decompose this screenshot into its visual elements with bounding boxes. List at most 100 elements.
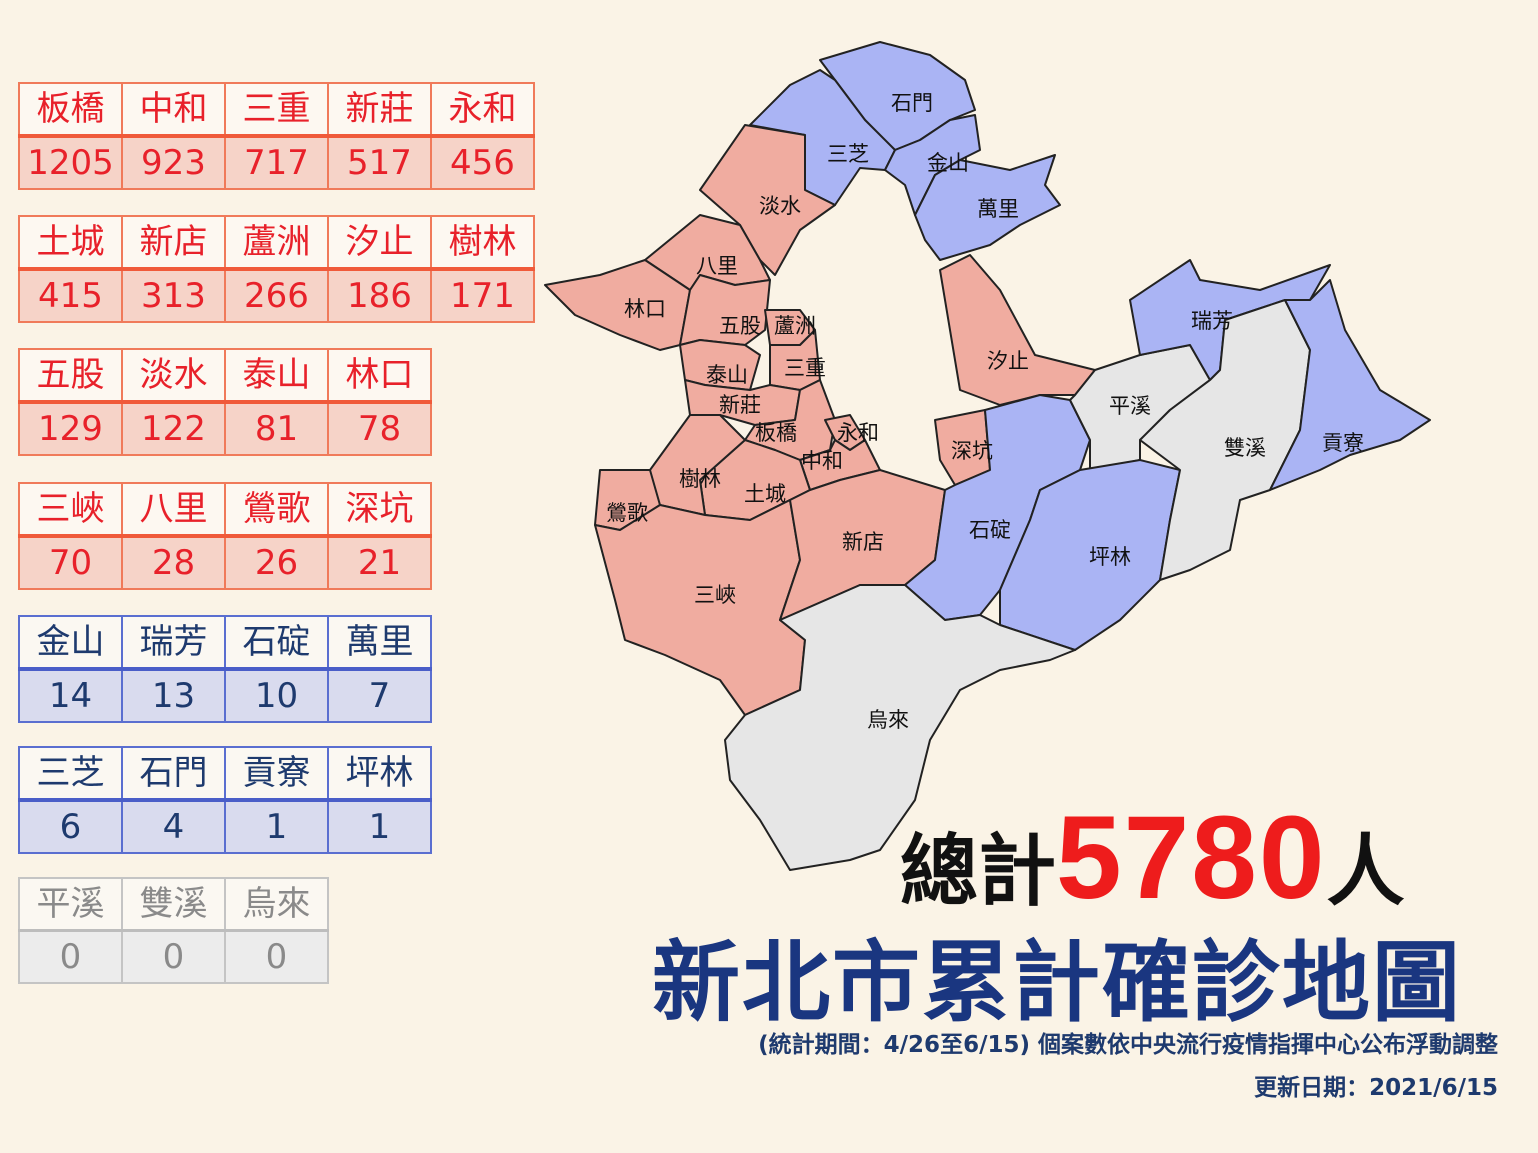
district-name-cell: 汐止: [327, 215, 432, 270]
district-name-row: 三芝 石門 貢寮 坪林: [18, 746, 432, 801]
district-label: 土城: [744, 482, 786, 506]
district-label: 石碇: [969, 518, 1011, 542]
district-name-cell: 石門: [121, 746, 226, 801]
case-table: 平溪 雙溪 烏來 0 0 0: [18, 877, 329, 984]
district-name-cell: 永和: [430, 82, 535, 137]
district-name-row: 三峽 八里 鶯歌 深坑: [18, 482, 432, 537]
district-label: 板橋: [755, 421, 797, 445]
district-name-cell: 貢寮: [224, 746, 329, 801]
district-name-row: 平溪 雙溪 烏來: [18, 877, 329, 932]
district-label: 萬里: [977, 197, 1019, 221]
total-number: 5780: [1056, 792, 1327, 924]
case-table: 土城 新店 蘆洲 汐止 樹林 415 313 266 186 171: [18, 215, 535, 323]
district-name-cell: 板橋: [18, 82, 123, 137]
district-name-cell: 鶯歌: [224, 482, 329, 537]
case-count-cell: 10: [224, 667, 329, 723]
district-name-row: 土城 新店 蘆洲 汐止 樹林: [18, 215, 535, 270]
update-date: 更新日期：2021/6/15: [1254, 1075, 1498, 1101]
district-label: 林口: [624, 297, 666, 321]
district-label: 鶯歌: [606, 501, 648, 525]
district-label: 八里: [696, 254, 738, 278]
case-count-cell: 6: [18, 798, 123, 854]
case-table: 金山 瑞芳 石碇 萬里 14 13 10 7: [18, 615, 432, 723]
district-label: 五股: [719, 314, 761, 338]
case-count-cell: 266: [224, 267, 329, 323]
case-count-row: 1205 923 717 517 456: [18, 134, 535, 190]
case-count-row: 70 28 26 21: [18, 534, 432, 590]
case-count-cell: 14: [18, 667, 123, 723]
district-label: 汐止: [987, 349, 1029, 373]
district-label: 雙溪: [1224, 436, 1266, 460]
district-label: 新店: [842, 530, 884, 554]
case-count-cell: 186: [327, 267, 432, 323]
case-count-cell: 517: [327, 134, 432, 190]
case-count-cell: 13: [121, 667, 226, 723]
district-name-cell: 雙溪: [121, 877, 226, 932]
case-count-cell: 129: [18, 400, 123, 456]
case-count-cell: 923: [121, 134, 226, 190]
district-label: 坪林: [1089, 545, 1131, 569]
district-name-cell: 中和: [121, 82, 226, 137]
district-shape: [594, 499, 806, 716]
district-shape: [939, 254, 1096, 406]
district-name-cell: 八里: [121, 482, 226, 537]
page-title: 新北市累計確診地圖: [652, 931, 1463, 1034]
district-label: 平溪: [1109, 394, 1151, 418]
district-label: 石門: [891, 91, 933, 115]
case-table: 三芝 石門 貢寮 坪林 6 4 1 1: [18, 746, 432, 854]
case-count-cell: 122: [121, 400, 226, 456]
case-count-cell: 0: [224, 929, 329, 984]
district-name-row: 金山 瑞芳 石碇 萬里: [18, 615, 432, 670]
total-suffix: 人: [1326, 827, 1405, 917]
district-name-row: 五股 淡水 泰山 林口: [18, 348, 432, 403]
district-name-cell: 三峽: [18, 482, 123, 537]
case-count-cell: 21: [327, 534, 432, 590]
case-count-cell: 415: [18, 267, 123, 323]
district-name-cell: 三重: [224, 82, 329, 137]
district-name-cell: 深坑: [327, 482, 432, 537]
case-count-cell: 0: [121, 929, 226, 984]
case-count-row: 129 122 81 78: [18, 400, 432, 456]
district-name-row: 板橋 中和 三重 新莊 永和: [18, 82, 535, 137]
district-label: 中和: [801, 449, 843, 473]
case-table: 板橋 中和 三重 新莊 永和 1205 923 717 517 456: [18, 82, 535, 190]
district-label: 新莊: [719, 393, 761, 417]
district-label: 金山: [927, 151, 969, 175]
district-label: 三峽: [694, 583, 736, 607]
district-shape: [914, 154, 1061, 261]
period-note: (統計期間：4/26至6/15) 個案數依中央流行疫情指揮中心公布浮動調整: [758, 1032, 1498, 1058]
case-count-cell: 81: [224, 400, 329, 456]
case-count-cell: 7: [327, 667, 432, 723]
district-label: 淡水: [759, 194, 801, 218]
case-count-cell: 78: [327, 400, 432, 456]
district-name-cell: 泰山: [224, 348, 329, 403]
district-label: 永和: [837, 421, 879, 445]
district-name-cell: 金山: [18, 615, 123, 670]
district-name-cell: 淡水: [121, 348, 226, 403]
district-label: 三芝: [827, 142, 869, 166]
district-label: 樹林: [679, 467, 721, 491]
district-name-cell: 土城: [18, 215, 123, 270]
total-prefix: 總計: [900, 827, 1057, 917]
district-label: 蘆洲: [774, 314, 816, 338]
total-cases: 總計5780人: [900, 790, 1405, 926]
district-label: 泰山: [706, 363, 748, 387]
case-count-cell: 1: [327, 798, 432, 854]
district-name-cell: 瑞芳: [121, 615, 226, 670]
district-name-cell: 樹林: [430, 215, 535, 270]
case-count-cell: 4: [121, 798, 226, 854]
case-count-cell: 1205: [18, 134, 123, 190]
case-count-cell: 26: [224, 534, 329, 590]
district-name-cell: 石碇: [224, 615, 329, 670]
district-shape: [724, 584, 1076, 871]
case-count-cell: 28: [121, 534, 226, 590]
district-name-cell: 蘆洲: [224, 215, 329, 270]
district-name-cell: 三芝: [18, 746, 123, 801]
district-label: 烏來: [867, 708, 909, 732]
district-name-cell: 五股: [18, 348, 123, 403]
case-count-row: 14 13 10 7: [18, 667, 432, 723]
case-count-cell: 0: [18, 929, 123, 984]
